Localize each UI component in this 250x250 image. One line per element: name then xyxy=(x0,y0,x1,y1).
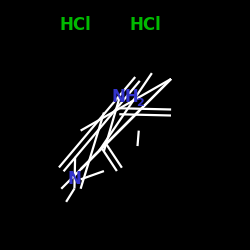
Text: NH: NH xyxy=(112,88,139,106)
Text: 2: 2 xyxy=(136,98,144,108)
Text: HCl: HCl xyxy=(59,16,91,34)
Text: N: N xyxy=(68,170,82,188)
Text: HCl: HCl xyxy=(129,16,161,34)
